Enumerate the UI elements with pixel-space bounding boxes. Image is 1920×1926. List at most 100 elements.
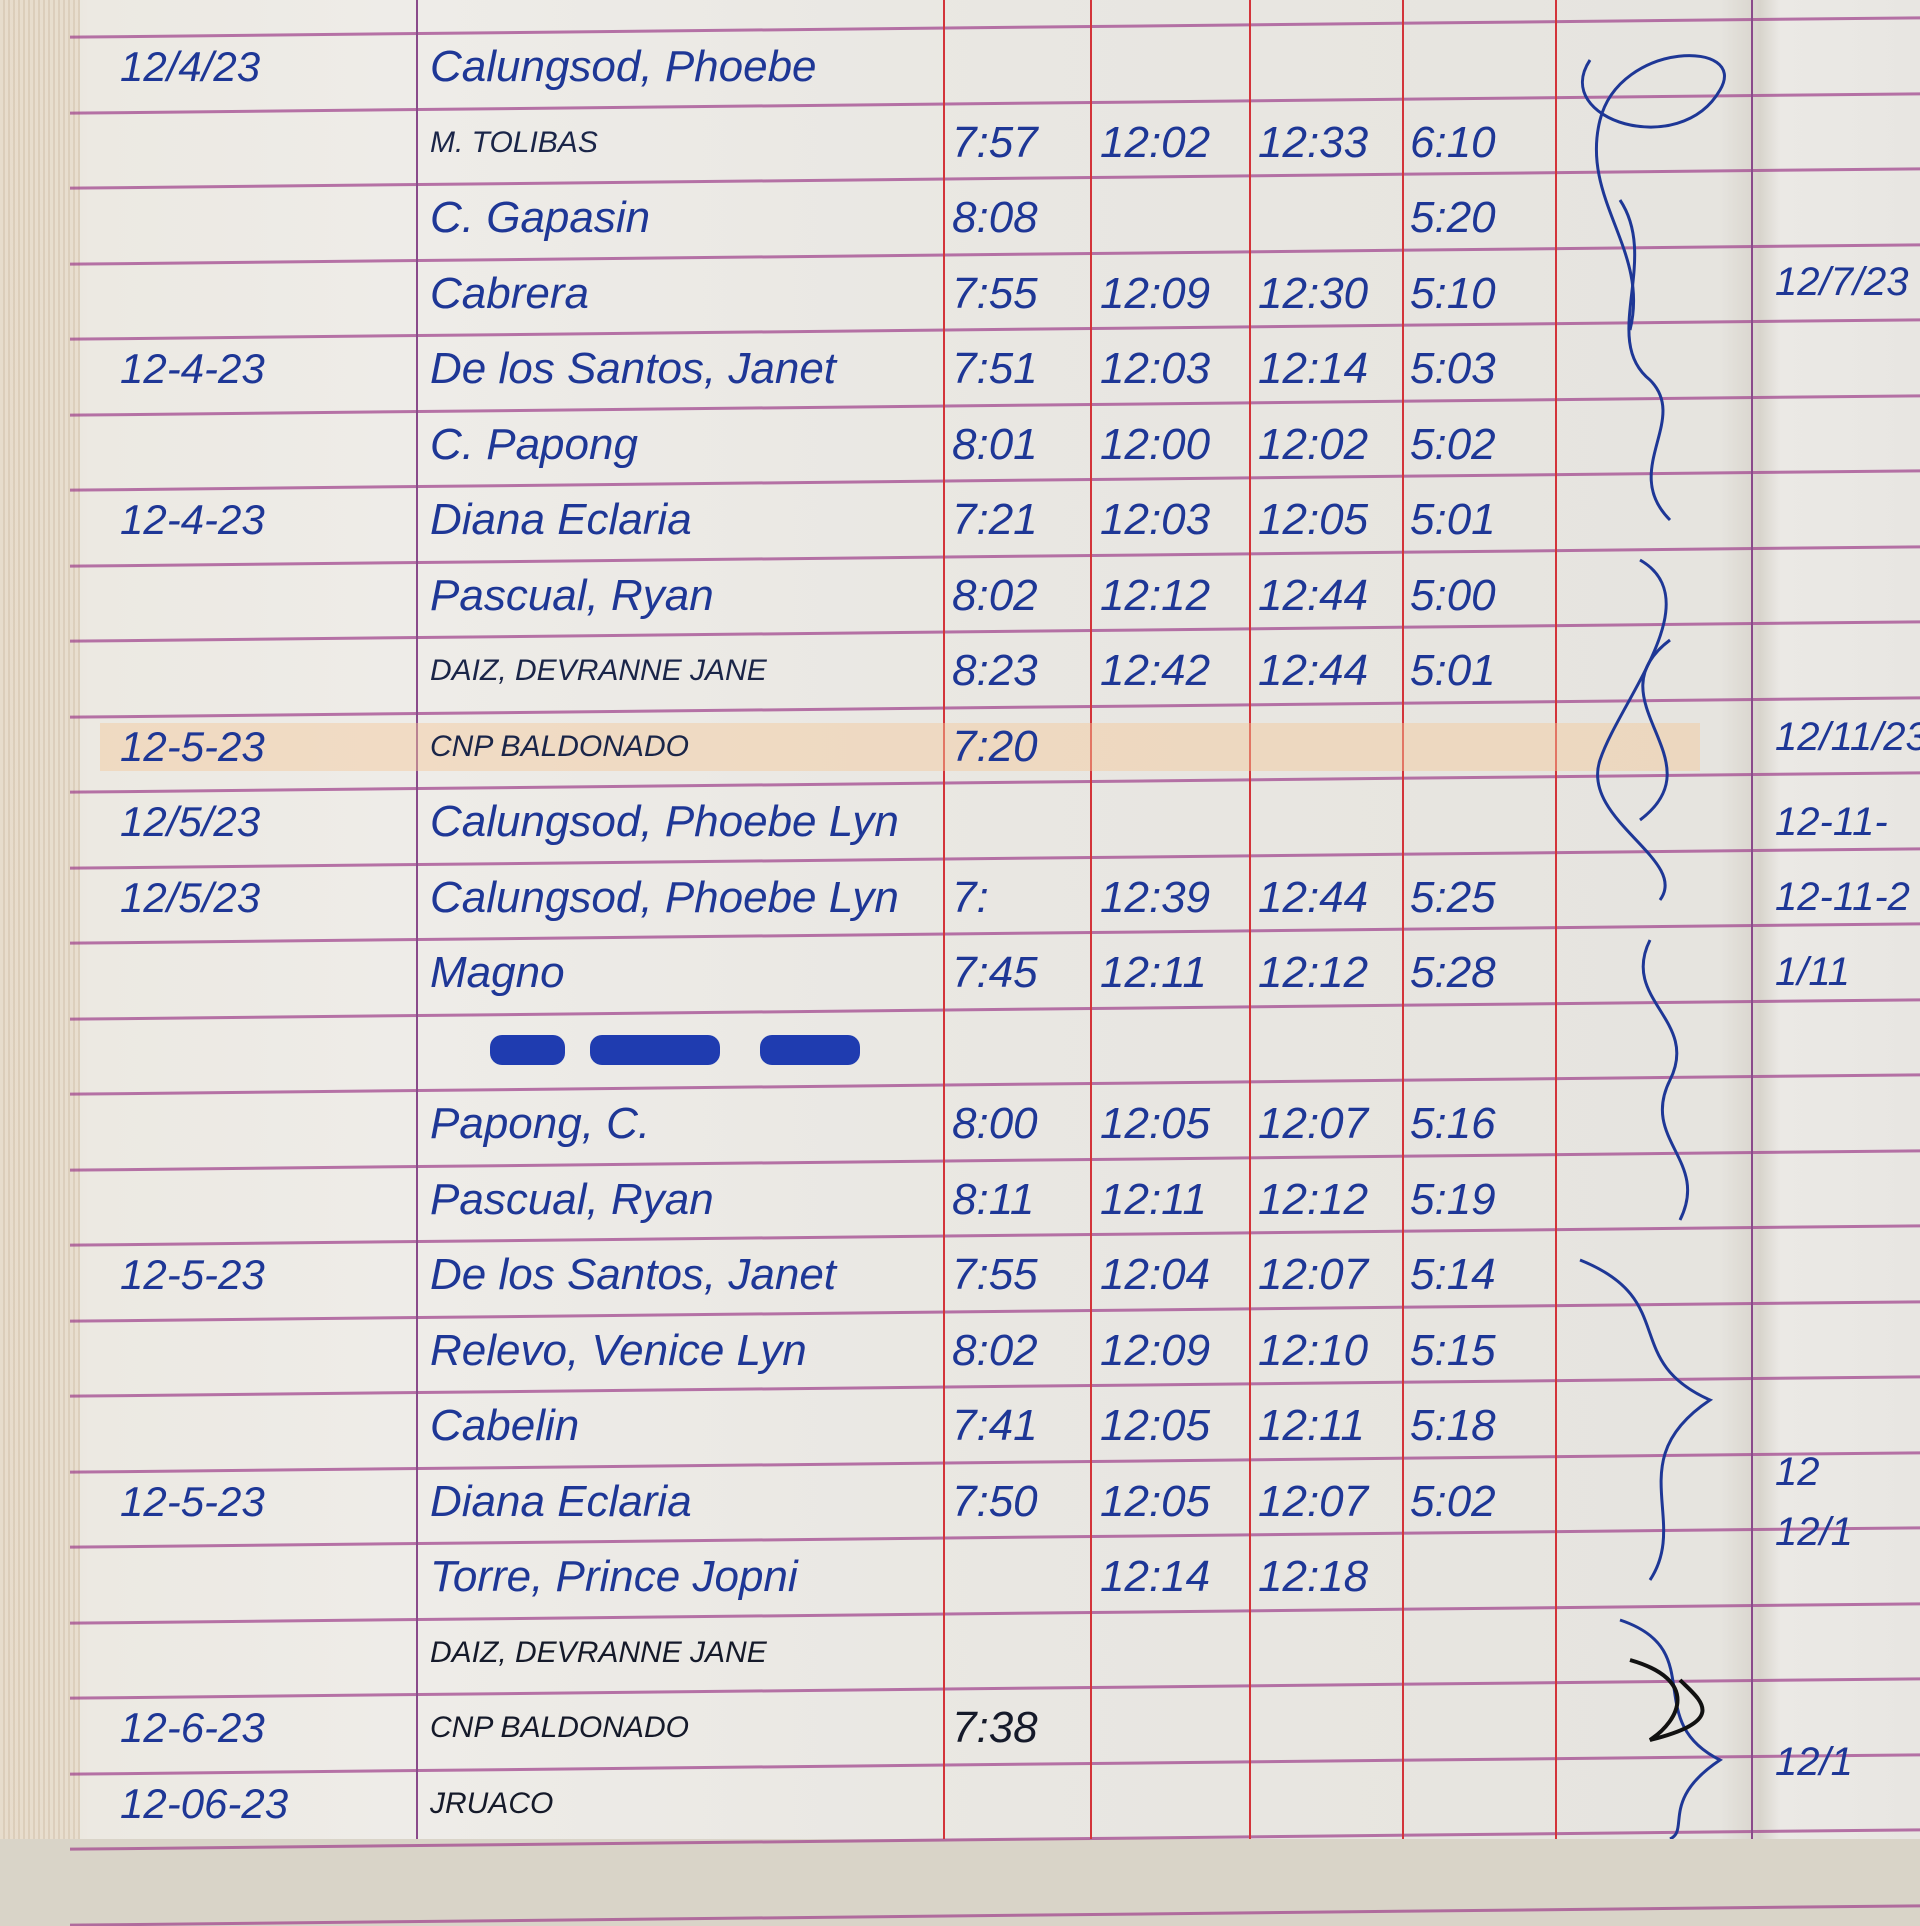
row-in-pm [1258, 1011, 1398, 1086]
row-in-am: 7:41 [952, 1401, 1038, 1450]
row-out-pm [1410, 1615, 1550, 1690]
row-name: Calungsod, Phoebe Lyn [430, 872, 899, 922]
row-in-am: 7:20 [952, 721, 1038, 771]
row-out-am: 12:04 [1100, 1250, 1211, 1299]
row-out-am: 12:05 [1100, 1099, 1211, 1148]
row-out-pm: 5:02 [1410, 419, 1496, 469]
row-in-am [952, 30, 1092, 105]
row-in-am: 7:38 [952, 1703, 1038, 1752]
row-date: 12-5-23 [120, 722, 265, 770]
row-out-pm [1410, 1691, 1550, 1766]
row-date [120, 105, 410, 180]
row-out-am: 12:05 [1100, 1401, 1211, 1450]
signature [1618, 199, 1672, 522]
signature [1581, 54, 1726, 331]
row-in-pm [1258, 1766, 1398, 1841]
row-in-pm [1258, 785, 1398, 860]
row-out-pm [1410, 1766, 1550, 1841]
row-out-am: 12:11 [1100, 948, 1207, 997]
row-date: 12-5-23 [120, 1251, 265, 1298]
row-date: 12/4/23 [120, 43, 261, 90]
row-in-am: 7:55 [952, 1250, 1038, 1299]
row-out-am: 12:03 [1100, 344, 1211, 393]
row-date [120, 256, 410, 331]
row-date: 12/5/23 [120, 798, 261, 845]
row-name: DAIZ, DEVRANNE JANE [430, 654, 767, 687]
row-name: C. Gapasin [430, 193, 651, 242]
row-in-pm: 12:11 [1258, 1401, 1365, 1450]
row-out-am: 12:42 [1100, 646, 1211, 695]
row-in-pm [1258, 181, 1398, 256]
row-out-pm: 5:03 [1410, 344, 1496, 393]
row-in-am: 7: [952, 872, 989, 922]
column-rule [1402, 0, 1404, 1839]
row-in-pm: 12:07 [1258, 1476, 1369, 1526]
row-name: M. TOLIBAS [430, 125, 598, 159]
row-in-pm: 12:14 [1258, 344, 1369, 393]
row-date: 12-4-23 [120, 345, 265, 392]
row-out-am [1100, 30, 1240, 105]
row-name: DAIZ, DEVRANNE JANE [430, 1635, 767, 1669]
row-out-am: 12:05 [1100, 1476, 1211, 1526]
row-name: Diana Eclaria [430, 495, 692, 544]
facing-page-date: 12/7/23 [1775, 260, 1909, 304]
row-in-pm [1258, 30, 1398, 105]
row-date: 12/5/23 [120, 873, 261, 921]
row-name: Calungsod, Phoebe Lyn [430, 797, 899, 846]
row-date [120, 1011, 410, 1086]
row-out-pm [1410, 1011, 1550, 1086]
row-out-am [1100, 1766, 1240, 1841]
row-in-am: 8:23 [952, 646, 1038, 695]
column-rule [1249, 0, 1251, 1839]
row-name: C. Papong [430, 419, 638, 469]
row-in-am: 8:00 [952, 1099, 1038, 1148]
redacted-name [590, 1035, 720, 1065]
row-name: Cabelin [430, 1401, 580, 1450]
row-date: 12-4-23 [120, 496, 265, 543]
row-in-pm [1258, 1691, 1398, 1766]
row-out-pm: 5:15 [1410, 1325, 1496, 1375]
signature [1629, 1658, 1705, 1742]
signature [1596, 558, 1668, 901]
row-name: Magno [430, 948, 565, 997]
row-in-pm: 12:44 [1258, 872, 1369, 922]
row-name: Pascual, Ryan [430, 570, 714, 620]
row-in-am [952, 1011, 1092, 1086]
row-in-am: 7:57 [952, 117, 1038, 167]
row-name [430, 1011, 935, 1086]
row-name: CNP BALDONADO [430, 729, 689, 763]
row-in-am [952, 1766, 1092, 1841]
row-in-am [952, 1615, 1092, 1690]
row-in-pm: 12:07 [1258, 1250, 1369, 1299]
row-date [120, 1313, 410, 1388]
row-name: De los Santos, Janet [430, 344, 837, 393]
row-name: Calungsod, Phoebe [430, 42, 817, 91]
row-in-pm: 12:44 [1258, 646, 1369, 695]
row-in-pm: 12:05 [1258, 495, 1369, 544]
page-edge [0, 0, 80, 1839]
row-date [120, 634, 410, 709]
row-date [120, 1615, 410, 1690]
row-out-pm: 5:01 [1410, 646, 1496, 695]
row-name: Pascual, Ryan [430, 1174, 714, 1224]
row-out-pm: 5:28 [1410, 948, 1496, 997]
row-in-pm: 12:18 [1258, 1552, 1369, 1601]
column-rule [1090, 0, 1092, 1839]
column-rule [416, 0, 418, 1839]
row-in-am: 7:51 [952, 344, 1038, 393]
facing-page-date: 12/11/23 [1775, 715, 1920, 759]
row-out-pm [1410, 709, 1550, 784]
column-rule [943, 0, 945, 1839]
highlight-stripe [100, 723, 1700, 771]
row-name: De los Santos, Janet [430, 1250, 837, 1299]
signature [1579, 1258, 1714, 1581]
row-in-am: 7:21 [952, 495, 1038, 544]
column-rule [1555, 0, 1557, 1839]
row-name: Diana Eclaria [430, 1476, 692, 1526]
row-in-am: 8:02 [952, 1325, 1038, 1375]
row-date [120, 1389, 410, 1464]
row-name: CNP BALDONADO [430, 1711, 689, 1744]
row-date [120, 1540, 410, 1615]
signature-column [1579, 54, 1726, 1839]
row-out-am: 12:12 [1100, 570, 1211, 620]
